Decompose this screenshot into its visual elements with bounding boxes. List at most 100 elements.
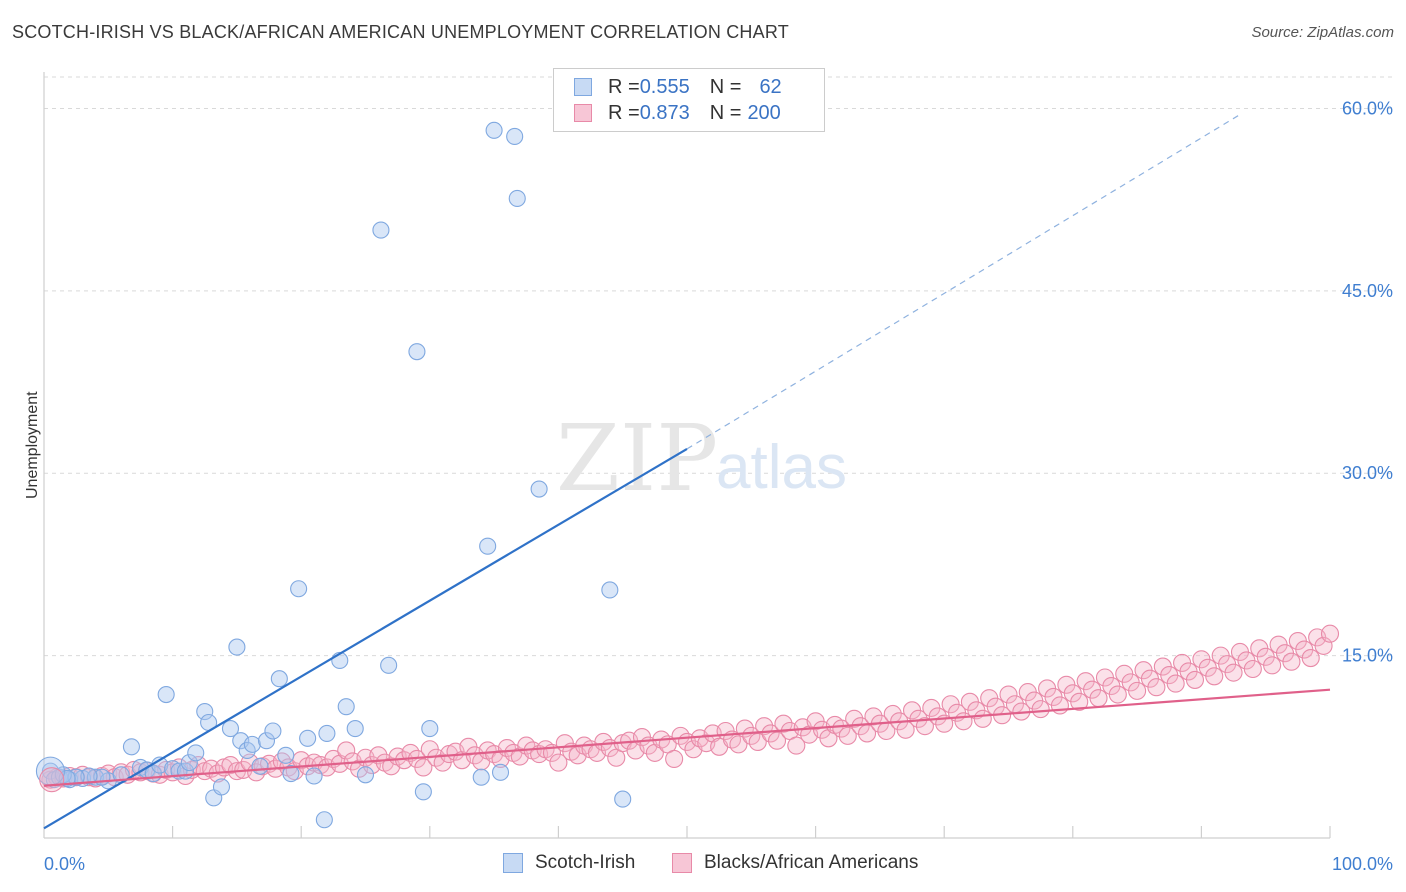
scotch-irish-point (122, 738, 140, 756)
scotch-irish-point (196, 702, 214, 721)
x-tick-label: 0.0% (44, 854, 85, 874)
scotch-irish-point (356, 766, 375, 784)
blacks-point (999, 685, 1018, 704)
scotch-irish-point (479, 537, 497, 555)
scotch-irish-point (491, 763, 510, 781)
legend-swatch-blacks (574, 104, 592, 122)
blacks-point (729, 735, 748, 754)
blacks-point (1320, 624, 1340, 643)
scotch-irish-point (277, 746, 295, 764)
blacks-point (767, 731, 787, 750)
scotch-irish-point (318, 724, 336, 742)
blacks-point (973, 709, 992, 728)
blacks-cluster-point (39, 767, 65, 793)
scotch-irish-point (315, 811, 333, 829)
blacks-point (414, 758, 433, 777)
x-tick-label: 100.0% (1332, 854, 1393, 874)
watermark-atlas: atlas (716, 433, 847, 502)
blacks-point (787, 736, 806, 755)
scotch-irish-point (157, 685, 175, 704)
legend-r-value: 0.873 (639, 101, 690, 124)
legend-row-scotch-irish: R = 0.555 N = 62 (574, 75, 782, 99)
scotch-irish-point (212, 778, 231, 796)
legend-n-value: 62 (759, 75, 782, 98)
scotch-irish-point (41, 762, 59, 780)
scotch-irish-point (408, 343, 426, 361)
y-tick-label: 45.0% (1342, 281, 1393, 301)
blacks-point (1205, 667, 1224, 686)
legend-r-label: R = (608, 75, 640, 98)
blacks-point (1243, 659, 1262, 679)
scotch-irish-point (485, 121, 503, 139)
scotch-irish-point (180, 754, 198, 772)
blacks-point (845, 709, 864, 728)
blacks-point (1185, 670, 1205, 689)
blacks-point (1147, 678, 1166, 697)
scotch-irish-point (601, 581, 619, 599)
blacks-point (665, 749, 684, 769)
scotch-irish-point (508, 189, 526, 208)
scotch-irish-point (270, 670, 288, 688)
legend-r-label: R = (608, 101, 640, 124)
legend-n-label: N = (709, 75, 742, 98)
blacks-point (549, 753, 568, 772)
blacks-point (337, 741, 356, 760)
scotch-irish-point (257, 732, 276, 750)
scotch-irish-point (337, 698, 355, 716)
y-tick-label: 30.0% (1342, 463, 1393, 483)
blacks-point (1108, 685, 1127, 704)
scotch-irish-point (380, 656, 398, 674)
scotch-irish-point (305, 767, 323, 785)
scotch-irish-point (264, 722, 282, 740)
scotch-irish-trendline (43, 447, 688, 830)
scotch-irish-trendline-extension (686, 114, 1241, 450)
y-tick-label: 60.0% (1342, 98, 1393, 118)
source-label: Source: ZipAtlas.com (1251, 24, 1394, 41)
blacks-point (915, 717, 934, 736)
scotch-irish-point (472, 768, 490, 786)
series-swatch-blacks (672, 853, 692, 873)
scotch-irish-point (506, 127, 524, 145)
blacks-point (1301, 649, 1320, 668)
series-swatch-scotch-irish (503, 853, 523, 873)
blacks-point (1031, 700, 1050, 719)
watermark-zip: ZIP (556, 405, 718, 512)
scotch-irish-point (614, 790, 632, 808)
scotch-irish-point (414, 783, 432, 801)
scotch-irish-point (421, 720, 439, 738)
scotch-irish-point (299, 729, 317, 747)
chart-title: SCOTCH-IRISH VS BLACK/AFRICAN AMERICAN U… (12, 22, 789, 42)
scotch-irish-point (221, 720, 240, 738)
scotch-irish-point (290, 580, 308, 598)
scotch-irish-point (187, 744, 205, 762)
series-label-blacks: Blacks/African Americans (704, 852, 919, 873)
blacks-point (1263, 656, 1282, 675)
blacks-trendline (43, 688, 1331, 787)
correlation-legend: R = 0.555 N = 62 R = 0.873 N = 200 (553, 68, 825, 132)
legend-n-label: N = (709, 101, 742, 124)
blacks-point (1128, 681, 1147, 700)
blacks-point (755, 717, 774, 736)
legend-n-value: 200 (747, 101, 781, 124)
blacks-point (1050, 696, 1069, 715)
blacks-point (864, 707, 883, 726)
scotch-irish-point (372, 221, 390, 239)
legend-row-blacks: R = 0.873 N = 200 (574, 101, 781, 125)
series-legend: Scotch-Irish Blacks/African Americans (0, 852, 1406, 876)
legend-r-value: 0.555 (639, 75, 690, 98)
blacks-point (838, 726, 857, 745)
blacks-point (832, 719, 851, 738)
series-label-scotch-irish: Scotch-Irish (535, 852, 636, 873)
legend-swatch-scotch-irish (574, 78, 592, 96)
y-tick-label: 15.0% (1342, 646, 1393, 666)
scotch-irish-point (251, 757, 269, 775)
blacks-point (774, 714, 793, 733)
blacks-point (1166, 674, 1185, 693)
series-legend-blacks: Blacks/African Americans (672, 852, 918, 874)
scotch-irish-point (243, 735, 261, 753)
scotch-irish-point (346, 720, 364, 738)
blacks-point (761, 724, 780, 743)
scotch-irish-point (282, 765, 300, 783)
blacks-point (1282, 652, 1301, 671)
